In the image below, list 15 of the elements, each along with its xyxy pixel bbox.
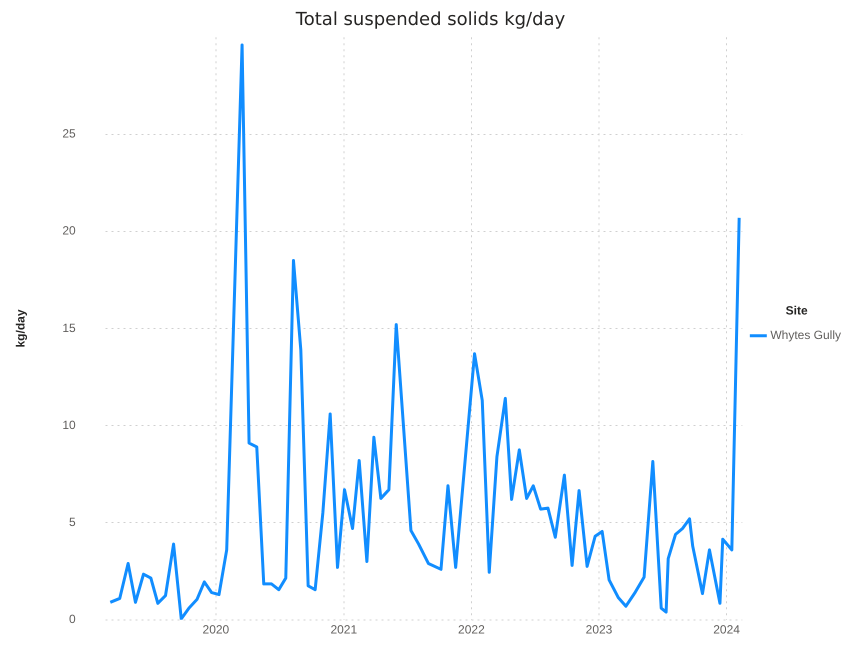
legend-label: Whytes Gully bbox=[770, 328, 842, 342]
x-tick-label: 2020 bbox=[202, 622, 230, 636]
chart-title: Total suspended solids kg/day bbox=[294, 9, 566, 30]
y-tick-label: 10 bbox=[62, 418, 76, 432]
x-tick-label: 2021 bbox=[330, 622, 358, 636]
y-axis-title: kg/day bbox=[14, 309, 28, 348]
y-tick-label: 15 bbox=[62, 320, 76, 335]
y-tick-label: 5 bbox=[69, 515, 76, 530]
x-tick-label: 2022 bbox=[458, 622, 486, 636]
y-tick-label: 0 bbox=[69, 612, 76, 626]
legend-title: Site bbox=[786, 304, 808, 318]
x-tick-label: 2024 bbox=[713, 622, 740, 636]
x-tick-label: 2023 bbox=[586, 622, 613, 636]
y-tick-label: 25 bbox=[62, 126, 76, 141]
y-tick-label: 20 bbox=[62, 224, 76, 238]
